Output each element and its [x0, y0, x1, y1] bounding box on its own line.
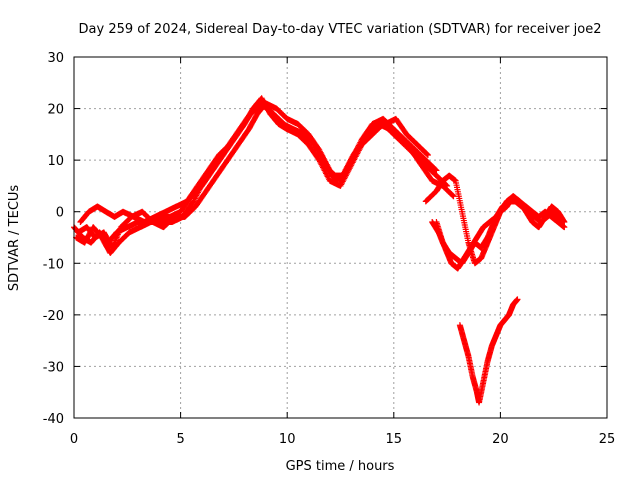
y-tick-label: -20: [43, 309, 64, 324]
y-tick-label: 30: [47, 51, 64, 66]
y-axis-label: SDTVAR / TECUs: [7, 185, 22, 292]
series-track-8: [456, 296, 521, 406]
y-tick-label: -40: [43, 412, 64, 427]
data-point-marker: [432, 166, 439, 173]
chart-title: Day 259 of 2024, Sidereal Day-to-day VTE…: [79, 22, 602, 37]
y-tick-label: -30: [43, 360, 64, 375]
data-point-marker: [561, 224, 568, 231]
data-point-marker: [561, 219, 568, 226]
data-point-marker: [514, 296, 521, 303]
data-series: [71, 95, 568, 406]
data-point-marker: [424, 151, 431, 158]
y-tick-label: 20: [47, 103, 64, 118]
y-tick-label: 0: [56, 206, 64, 221]
x-tick-label: 15: [386, 432, 403, 447]
series-track-4: [77, 100, 457, 226]
data-point-marker: [424, 151, 431, 158]
data-point-marker: [449, 192, 456, 199]
series-track-7: [433, 193, 568, 267]
x-tick-label: 25: [599, 432, 616, 447]
x-tick-label: 5: [176, 432, 184, 447]
data-point-marker: [450, 193, 457, 200]
y-tick-label: -10: [43, 257, 64, 272]
x-tick-label: 10: [279, 432, 296, 447]
x-axis-label: GPS time / hours: [286, 459, 395, 474]
axis-ticks: 0 5 10 15 20 25 -40 -30 -20 -10 0 10 20 30: [43, 51, 616, 447]
plot-frame: [73, 56, 608, 419]
x-tick-label: 20: [492, 432, 509, 447]
y-tick-label: 10: [47, 154, 64, 169]
data-point-marker: [433, 167, 440, 174]
x-tick-label: 0: [70, 432, 78, 447]
